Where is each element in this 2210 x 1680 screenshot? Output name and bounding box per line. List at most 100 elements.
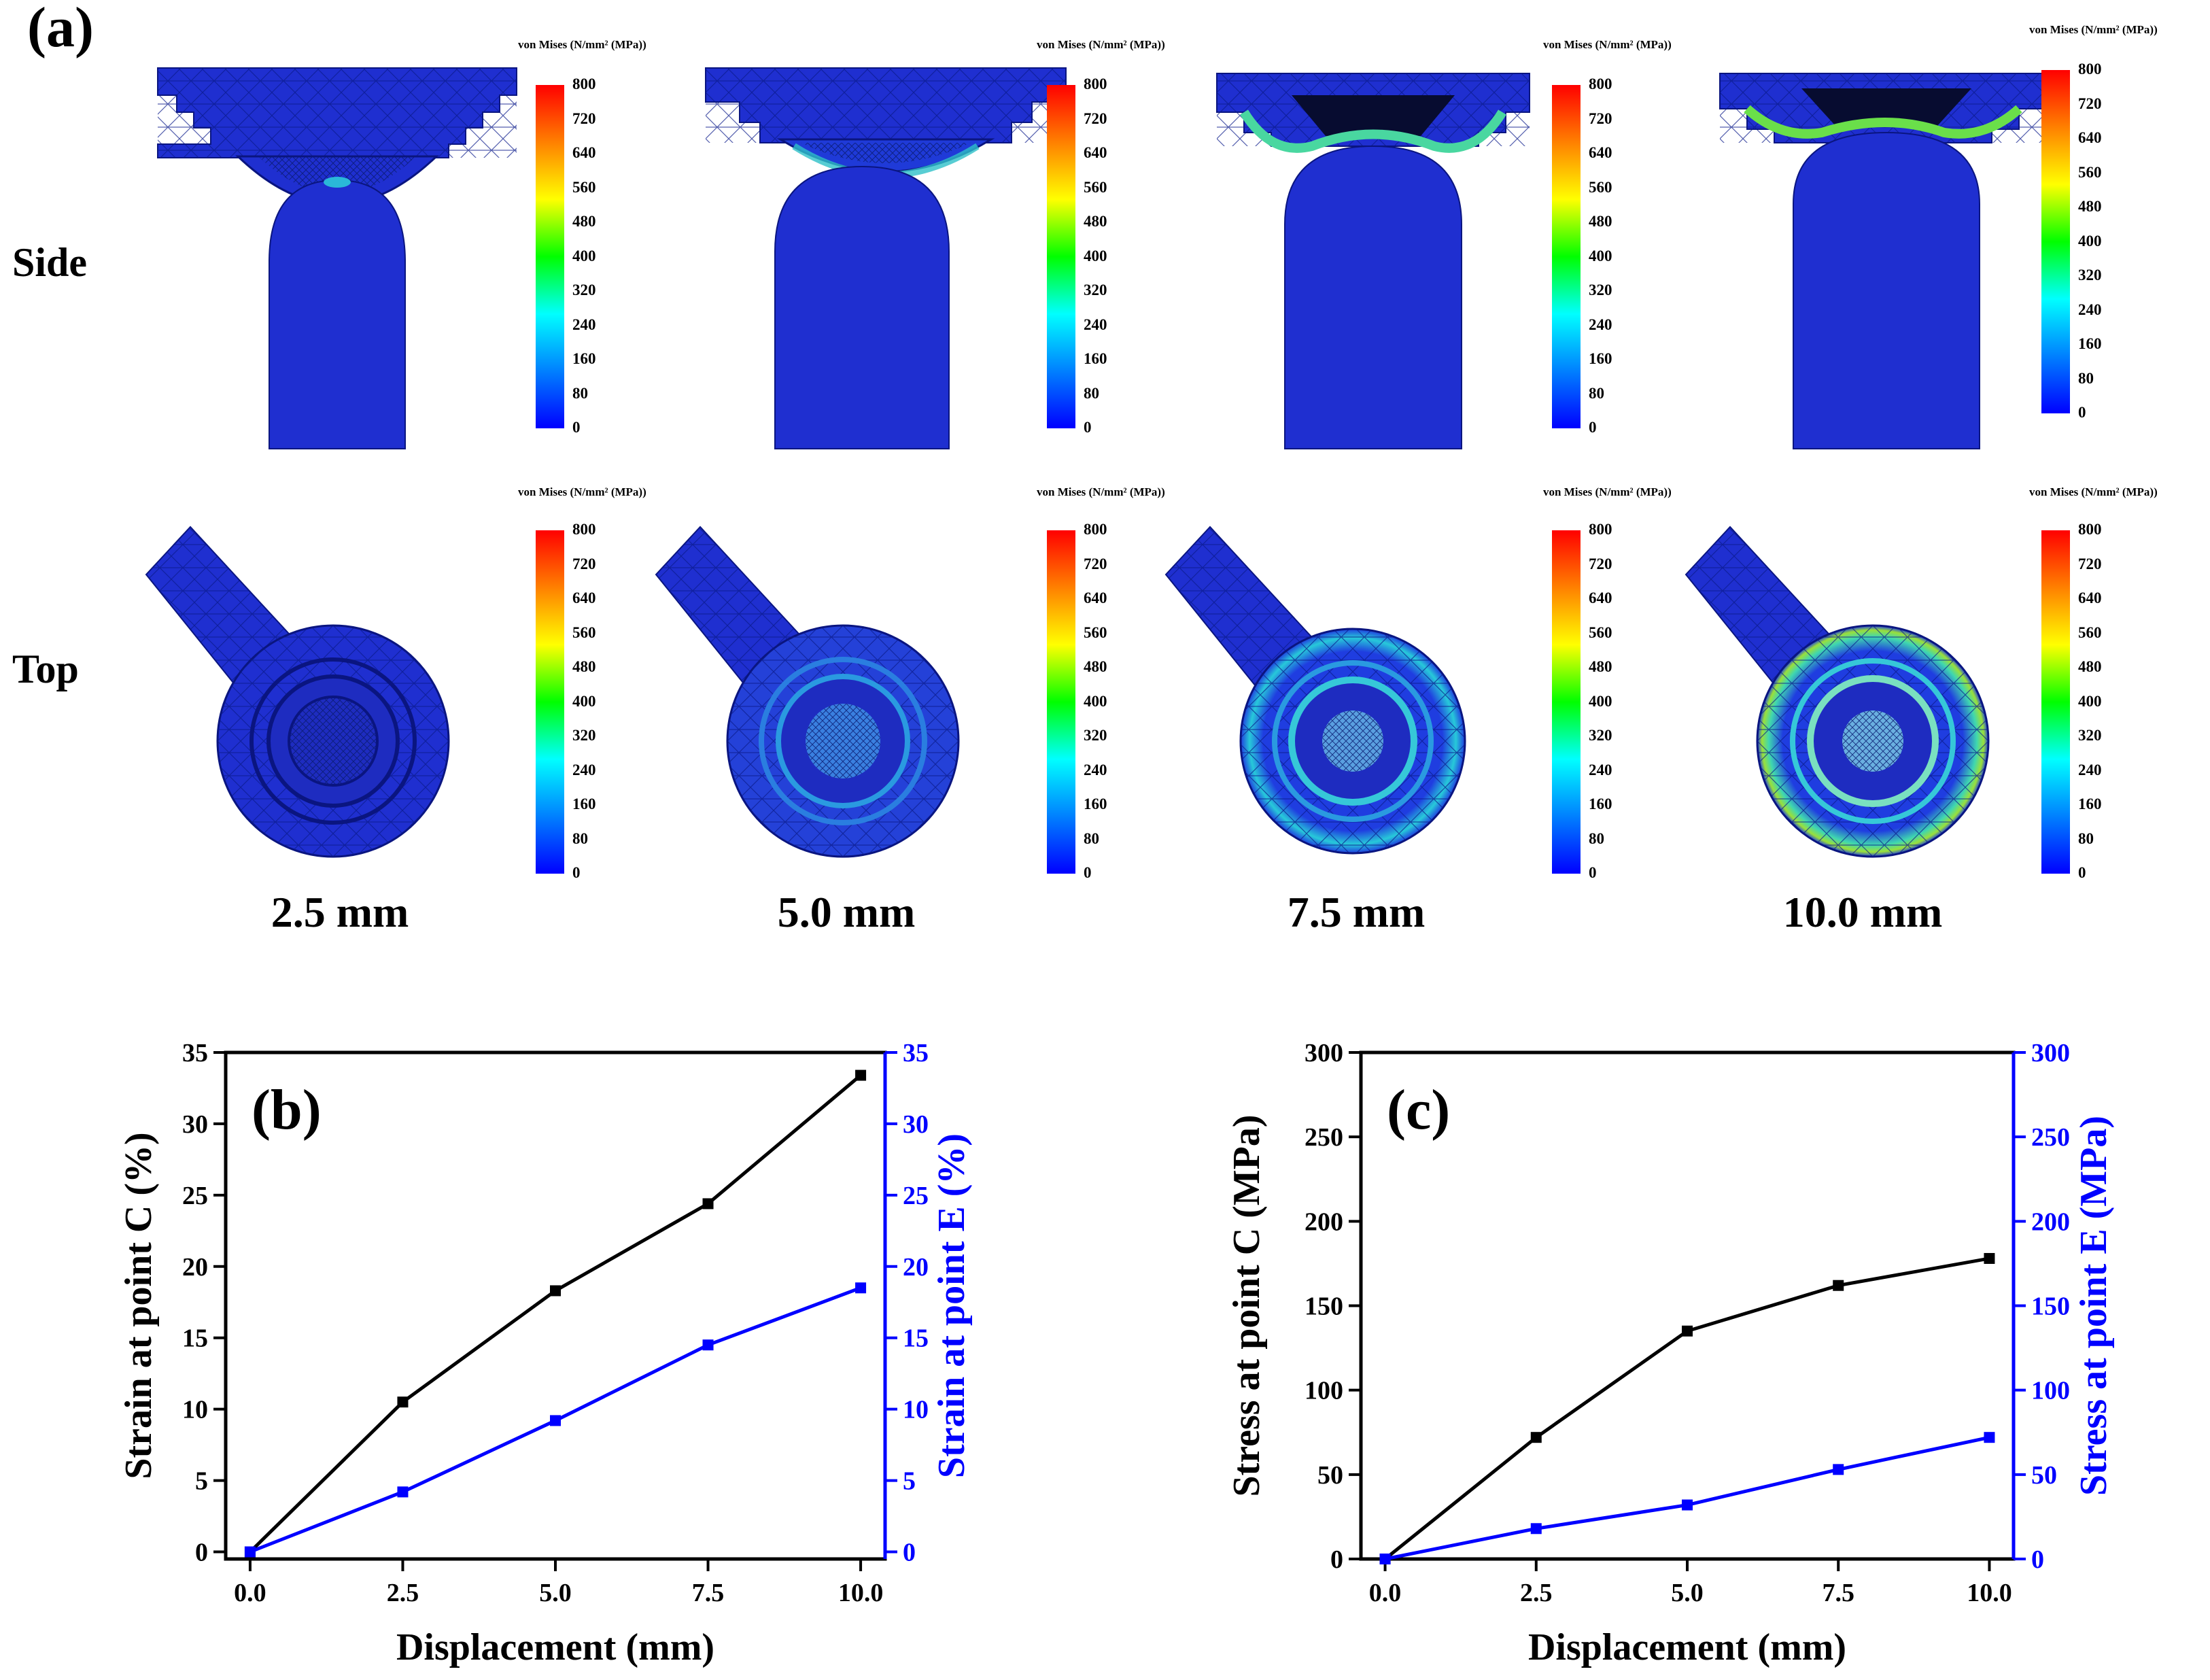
colorbar-tick-label: 160: [1589, 350, 1612, 367]
colorbar-tick-label: 560: [1589, 623, 1612, 641]
y-right-tick-label: 10: [903, 1396, 929, 1424]
colorbar-title: von Mises (N/mm² (MPa)): [2029, 485, 2158, 498]
y-right-tick-label: 100: [2031, 1377, 2070, 1405]
y-right-tick-label: 250: [2031, 1123, 2070, 1152]
y-tick-label: 0: [195, 1539, 208, 1567]
y-tick-label: 15: [182, 1324, 208, 1353]
colorbar-tick-label: 720: [572, 555, 596, 572]
colorbar-tick-label: 720: [572, 109, 596, 127]
colorbar-3: [2041, 70, 2070, 413]
x-tick-label: 2.5: [1520, 1579, 1553, 1607]
series-0-point: [1530, 1432, 1542, 1443]
y-right-axis-label: Stress at point E (MPa): [2073, 1116, 2115, 1496]
colorbar-tick-label: 0: [1084, 864, 1092, 881]
chart-c: 0.0 2.5 5.0 7.5 10.0 0 0 50 50 100 100 150 150 200 200…: [1226, 1039, 2115, 1668]
colorbar-tick-label: 480: [1589, 213, 1612, 230]
colorbar-tick-label: 160: [2078, 795, 2102, 812]
x-tick-label: 0.0: [1369, 1579, 1402, 1607]
series-1-point: [1530, 1523, 1542, 1535]
colorbar-tick-label: 400: [1589, 692, 1612, 710]
colorbar-tick-label: 0: [572, 864, 581, 881]
colorbar-tick-label: 640: [1084, 144, 1107, 161]
x-tick-label: 2.5: [387, 1579, 419, 1607]
colorbar-tick-label: 320: [2078, 267, 2102, 284]
colorbar-tick-label: 0: [1589, 864, 1597, 881]
colorbar-tick-label: 80: [1084, 384, 1099, 402]
y-tick-label: 250: [1305, 1123, 1343, 1152]
series-line-0: [1383, 1256, 1990, 1560]
series-1-point: [855, 1282, 867, 1294]
y-tick-label: 100: [1305, 1377, 1343, 1405]
panel-label: (c): [1387, 1078, 1450, 1142]
side-view-10-0: [1719, 73, 2047, 449]
colorbar-tick-label: 640: [1589, 589, 1612, 606]
colorbar-tick-label: 640: [572, 589, 596, 606]
top-view-7-5: [1164, 526, 1466, 855]
colorbar-tick-label: 720: [2078, 95, 2102, 112]
y-right-tick-label: 0: [903, 1539, 916, 1567]
colorbar-tick-label: 560: [2078, 163, 2102, 181]
y-right-tick-label: 200: [2031, 1207, 2070, 1236]
colorbar-tick-label: 480: [1084, 213, 1107, 230]
plot-frame: [224, 1050, 887, 1561]
colorbar-tick-label: 400: [2078, 692, 2102, 710]
colorbar-tick-label: 240: [1084, 761, 1107, 778]
displacement-label-5-0: 5.0 mm: [777, 888, 916, 936]
series-1-point: [702, 1339, 714, 1351]
y-right-tick-label: 35: [903, 1039, 929, 1067]
series-0-point: [550, 1285, 561, 1297]
colorbar-tick-label: 480: [2078, 658, 2102, 675]
series-1-point: [397, 1486, 409, 1498]
displacement-label-7-5: 7.5 mm: [1287, 888, 1426, 936]
series-1-point: [1682, 1499, 1693, 1511]
panel-label: (b): [252, 1078, 322, 1142]
colorbar-tick-label: 320: [1589, 727, 1612, 744]
colorbar-tick-label: 0: [2078, 404, 2086, 421]
series-0-point: [855, 1069, 867, 1081]
series-0-point: [1682, 1325, 1693, 1337]
colorbar-tick-label: 0: [1084, 419, 1092, 436]
y-right-tick-label: 300: [2031, 1039, 2070, 1067]
y-right-tick-label: 25: [903, 1182, 929, 1210]
colorbar-tick-label: 240: [572, 761, 596, 778]
colorbar-title: von Mises (N/mm² (MPa)): [1543, 38, 1672, 51]
y-tick-label: 50: [1317, 1461, 1343, 1490]
x-tick-label: 10.0: [1967, 1579, 2012, 1607]
colorbar-4: [536, 530, 564, 874]
colorbar-tick-label: 720: [1589, 555, 1612, 572]
y-tick-label: 35: [182, 1039, 208, 1067]
series-line-1: [1385, 1435, 1990, 1561]
colorbar-2: [1552, 85, 1581, 428]
top-views: [145, 526, 1990, 858]
side-views: [157, 67, 2047, 449]
y-right-tick-label: 20: [903, 1253, 929, 1282]
colorbar-title: von Mises (N/mm² (MPa)): [2029, 23, 2158, 36]
colorbar-tick-label: 160: [1084, 350, 1107, 367]
colorbar-tick-label: 240: [1589, 315, 1612, 333]
x-tick-label: 5.0: [539, 1579, 572, 1607]
colorbar-tick-label: 400: [1589, 247, 1612, 264]
top-view-5-0: [655, 526, 960, 858]
colorbar-tick-label: 720: [1084, 555, 1107, 572]
colorbar-tick-label: 240: [2078, 301, 2102, 318]
top-view-2-5: [145, 526, 450, 858]
side-view-5-0: [705, 67, 1067, 449]
series-0-point: [1833, 1280, 1844, 1291]
row-label-top: Top: [12, 647, 79, 691]
colorbar-tick-label: 560: [1084, 178, 1107, 196]
colorbar-tick-label: 640: [572, 144, 596, 161]
colorbar-tick-label: 320: [2078, 727, 2102, 744]
colorbar-tick-label: 560: [2078, 623, 2102, 641]
colorbar-tick-label: 480: [572, 213, 596, 230]
colorbar-tick-label: 320: [1084, 281, 1107, 298]
x-tick-label: 7.5: [1822, 1579, 1854, 1607]
colorbar-tick-label: 640: [1589, 144, 1612, 161]
y-axis-label: Strain at point C (%): [118, 1132, 160, 1479]
colorbar-tick-label: 720: [1589, 109, 1612, 127]
y-tick-label: 0: [1330, 1545, 1343, 1574]
colorbar-title: von Mises (N/mm² (MPa)): [1037, 485, 1165, 498]
colorbar-tick-label: 560: [572, 178, 596, 196]
colorbar-tick-label: 0: [572, 419, 581, 436]
colorbar-tick-label: 640: [2078, 129, 2102, 146]
colorbar-tick-label: 240: [2078, 761, 2102, 778]
